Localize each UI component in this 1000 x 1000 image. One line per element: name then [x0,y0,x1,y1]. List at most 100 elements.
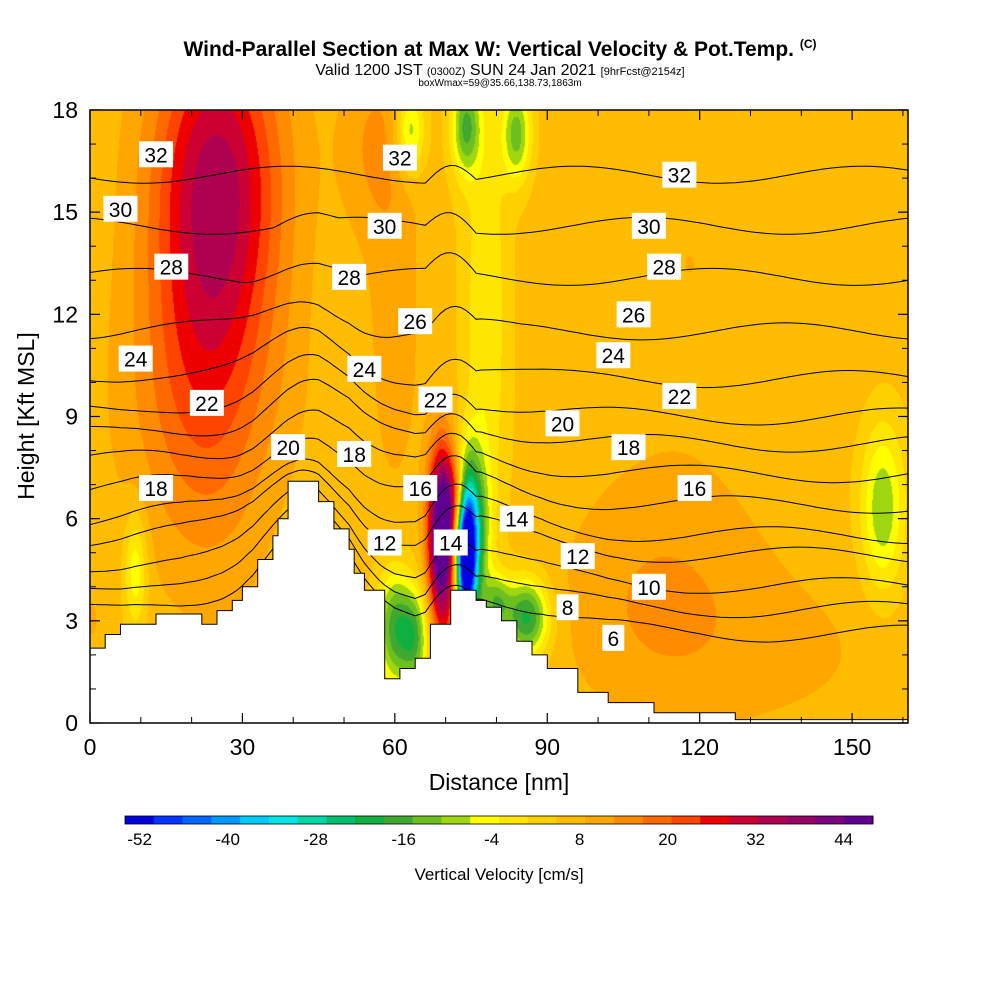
potential-temperature-contours [90,164,908,643]
y-tick-label: 6 [65,506,78,532]
contour-label: 30 [109,199,132,222]
y-tick-label: 3 [65,608,78,634]
contour-label-box [367,529,402,556]
colorbar-swatch [671,816,701,824]
colorbar-swatch [815,816,845,824]
contour-label: 12 [373,533,396,556]
contour-label: 26 [403,311,426,334]
contour-label-box [433,529,468,556]
contour-label: 20 [551,413,574,436]
colorbar-tick-label: -4 [484,830,499,849]
contour-label-box [103,195,138,222]
colorbar-tick-label: -40 [215,830,240,849]
contour-label: 22 [424,389,447,412]
y-tick-label: 18 [52,97,78,123]
colorbar-swatch [297,816,327,824]
contour-label-box [611,434,646,461]
contour-label-box [139,141,174,168]
contour-label-box [596,342,631,369]
colorbar-swatch [527,816,557,824]
theta-contour [90,519,908,643]
colorbar-swatch [240,816,270,824]
theta-contour [90,485,908,594]
contour-label: 28 [160,257,183,280]
y-tick-label: 12 [52,301,78,327]
colorbar-swatch [642,816,673,824]
colorbar-swatch [153,816,183,824]
colorbar-swatch [700,816,730,824]
contour-label-box [139,475,174,502]
theta-contour [90,252,908,286]
contour-label: 32 [144,144,167,167]
chart-title: Wind-Parallel Section at Max W: Vertical… [183,37,817,61]
contour-label-box [189,389,224,416]
colorbar-tick-label: -16 [391,830,416,849]
colorbar-tick-label: 20 [658,830,677,849]
plot-area: 32 32 32 30 30 30 28 28 28 26 26 24 24 24 22 22 22 20 20 18… [90,110,908,723]
contour-label-box [647,253,682,280]
contour-label-box [398,308,433,335]
contour-label: 28 [337,267,360,290]
colorbar-tick-label: 32 [746,830,765,849]
theta-contour [90,378,908,453]
x-tick-label: 90 [534,734,560,760]
contour-label-box [367,212,402,239]
theta-contour [90,212,908,235]
contour-label: 26 [622,304,645,327]
contour-label: 8 [562,597,574,620]
contour-label-box [631,212,666,239]
contour-label: 16 [409,478,432,501]
theta-contour [90,353,908,426]
x-axis-title: Distance [nm] [429,769,570,795]
theta-contour [90,437,908,514]
contour-label: 24 [124,349,148,372]
theta-contour [90,301,908,341]
y-tick-label: 9 [65,404,78,430]
contour-label: 24 [353,359,377,382]
contour-label: 32 [388,148,411,171]
contour-label: 22 [195,393,218,416]
y-axis-title: Height [Kft MSL] [13,332,39,499]
colorbar-tick-label: -52 [127,830,152,849]
terrain-profile [90,480,908,723]
colorbar-tick-label: 8 [575,830,584,849]
contour-label-box [662,383,697,410]
contour-label-box [677,475,712,502]
subtitle-zulu: (0300Z) [426,66,466,78]
y-tick-label: 0 [65,710,78,736]
x-tick-label: 60 [382,734,408,760]
contour-labels: 32 32 32 30 30 30 28 28 28 26 26 24 24 24 22 22 22 20 20 18… [103,141,712,651]
colorbar-swatch [211,816,241,824]
contour-label: 16 [683,478,706,501]
contour-label: 12 [566,546,589,569]
colorbar-swatch [556,816,586,824]
contour-label: 18 [144,478,167,501]
contour-label-box [347,355,382,382]
contour-label-box [662,161,697,188]
colorbar-swatch [614,816,644,824]
colorbar-swatch [326,816,356,824]
theta-contour [90,500,908,619]
contour-label-box [403,475,438,502]
colorbar-swatch [585,816,615,824]
colorbar-swatch [470,816,500,824]
colorbar-title: Vertical Velocity [cm/s] [414,865,583,884]
theta-contour [90,409,908,484]
contour-label: 14 [505,509,529,532]
y-axis: 0 3 6 9 12 15 18 [52,97,908,736]
colorbar-swatch [844,816,874,824]
contour-label-box [271,434,306,461]
contour-label-box [631,573,666,600]
colorbar-swatch [383,816,414,824]
contour-label-box [382,144,417,171]
colorbar-swatch [355,816,385,824]
contour-label-box [337,440,372,467]
colorbar-swatch [499,816,529,824]
contour-label-box [602,624,625,651]
contour-label: 20 [276,437,299,460]
contour-label-box [332,263,367,290]
subtitle-forecast: [9hrFcst@2154z] [600,66,685,78]
colorbar-frame [124,815,874,825]
contour-label: 24 [602,345,626,368]
contour-label: 30 [373,216,396,239]
